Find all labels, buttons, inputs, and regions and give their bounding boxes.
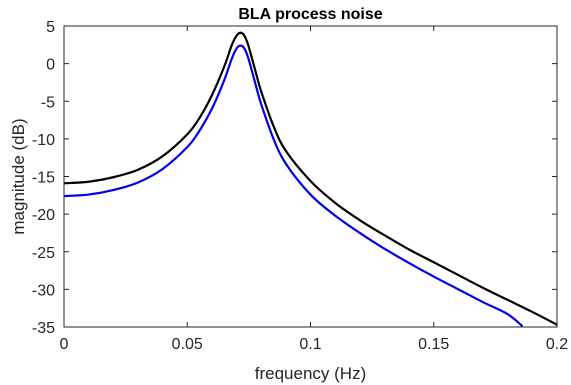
x-axis-label: frequency (Hz) [255, 364, 366, 383]
y-tick-label: -5 [41, 94, 55, 111]
plot-area-border [63, 25, 558, 328]
y-tick-label: 0 [46, 57, 55, 74]
y-tick-label: -35 [32, 320, 55, 337]
x-tick-label: 0.05 [172, 336, 203, 353]
chart-title: BLA process noise [238, 6, 382, 23]
y-tick-label: -15 [32, 170, 55, 187]
y-tick-label: 5 [46, 19, 55, 36]
series-line-2 [64, 44, 524, 327]
y-tick-label: -30 [32, 282, 55, 299]
y-tick-label: -20 [32, 207, 55, 224]
x-tick-label: 0 [60, 336, 69, 353]
x-tick-label: 0.2 [546, 336, 568, 353]
y-axis-label: magnitude (dB) [9, 118, 28, 234]
y-tick-label: -25 [32, 245, 55, 262]
y-tick-label: -10 [32, 132, 55, 149]
x-tick-label: 0.1 [299, 336, 321, 353]
x-tick-label: 0.15 [418, 336, 449, 353]
series-line-1 [64, 31, 557, 326]
